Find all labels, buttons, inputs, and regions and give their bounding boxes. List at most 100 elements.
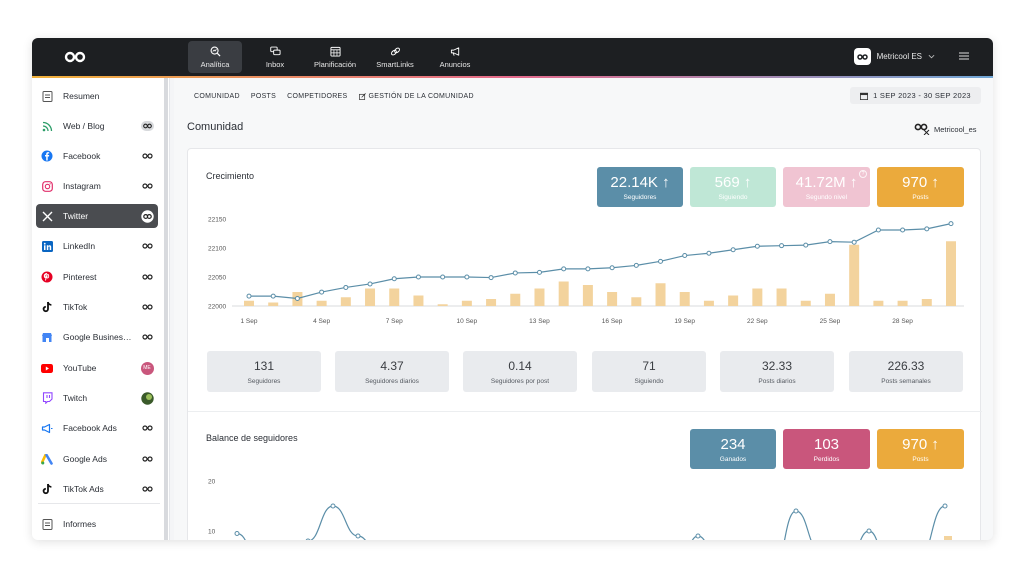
sidebar-item-web-blog[interactable]: Web / Blog bbox=[36, 114, 158, 138]
bar[interactable] bbox=[486, 299, 497, 306]
metricool-logo-icon[interactable] bbox=[64, 49, 86, 65]
sidebar-item-informes[interactable]: Informes bbox=[36, 512, 158, 536]
bar[interactable] bbox=[679, 292, 690, 306]
data-point[interactable] bbox=[415, 274, 421, 280]
sidebar-item-youtube[interactable]: YouTube ME bbox=[36, 356, 158, 380]
data-point[interactable] bbox=[866, 528, 872, 534]
sidebar-item-google-ads[interactable]: Google Ads bbox=[36, 447, 158, 471]
bar[interactable] bbox=[703, 300, 714, 306]
data-point[interactable] bbox=[391, 276, 397, 282]
nav-analitica[interactable]: Analítica bbox=[188, 41, 242, 73]
bar[interactable] bbox=[873, 300, 884, 306]
data-point[interactable] bbox=[536, 269, 542, 275]
sidebar-item-twitch[interactable]: Twitch bbox=[36, 386, 158, 410]
data-point[interactable] bbox=[561, 266, 567, 272]
bar[interactable] bbox=[582, 285, 593, 306]
sidebar-item-linkedin[interactable]: LinkedIn bbox=[36, 234, 158, 258]
bar[interactable] bbox=[316, 300, 327, 306]
data-point[interactable] bbox=[851, 239, 857, 245]
bar[interactable] bbox=[389, 288, 400, 307]
bar[interactable] bbox=[268, 302, 279, 307]
date-range-picker[interactable]: 1 SEP 2023 - 30 SEP 2023 bbox=[850, 87, 981, 104]
bar[interactable] bbox=[897, 300, 908, 306]
bar[interactable] bbox=[244, 300, 254, 306]
tab-gestion-comunidad[interactable]: GESTIÓN DE LA COMUNIDAD bbox=[358, 93, 474, 100]
tab-comunidad[interactable]: COMUNIDAD bbox=[194, 93, 240, 100]
tab-posts[interactable]: POSTS bbox=[250, 93, 277, 100]
data-point[interactable] bbox=[440, 274, 446, 280]
data-point[interactable] bbox=[246, 293, 252, 299]
data-point[interactable] bbox=[367, 281, 373, 287]
data-point[interactable] bbox=[948, 221, 954, 227]
data-point[interactable] bbox=[585, 266, 591, 272]
data-point[interactable] bbox=[355, 533, 361, 539]
bar[interactable] bbox=[800, 300, 811, 306]
sidebar-item-twitter[interactable]: Twitter bbox=[36, 204, 158, 228]
bar[interactable] bbox=[752, 288, 763, 307]
kpi-posts[interactable]: 970 ↑ Posts bbox=[877, 167, 964, 207]
nav-anuncios[interactable]: Anuncios bbox=[428, 41, 482, 73]
data-point[interactable] bbox=[942, 503, 948, 509]
data-point[interactable] bbox=[803, 242, 809, 248]
sidebar-item-facebook-ads[interactable]: Facebook Ads bbox=[36, 416, 158, 440]
data-point[interactable] bbox=[512, 270, 518, 276]
data-point[interactable] bbox=[706, 250, 712, 256]
data-point[interactable] bbox=[827, 239, 833, 245]
nav-smartlinks[interactable]: SmartLinks bbox=[368, 41, 422, 73]
bar[interactable] bbox=[849, 244, 860, 306]
bar[interactable] bbox=[824, 293, 835, 306]
data-point[interactable] bbox=[609, 265, 615, 271]
bar[interactable] bbox=[365, 288, 376, 307]
bar[interactable] bbox=[607, 292, 618, 306]
data-point[interactable] bbox=[875, 227, 881, 233]
hamburger-menu-icon[interactable] bbox=[959, 51, 969, 61]
sidebar-item-pinterest[interactable]: Pinterest bbox=[36, 265, 158, 289]
kpi-perdidos[interactable]: 103 Perdidos bbox=[783, 429, 870, 469]
brand-selector[interactable]: Metricool ES bbox=[853, 48, 935, 65]
sidebar-item-google-busines[interactable]: Google Busines… bbox=[36, 325, 158, 349]
data-point[interactable] bbox=[633, 262, 639, 268]
data-point[interactable] bbox=[900, 227, 906, 233]
bar[interactable] bbox=[946, 241, 956, 306]
bar[interactable] bbox=[413, 295, 424, 307]
nav-planificacion[interactable]: Planificación bbox=[308, 41, 362, 73]
bar[interactable] bbox=[558, 281, 569, 307]
data-point[interactable] bbox=[270, 293, 276, 299]
data-point[interactable] bbox=[234, 531, 240, 536]
data-point[interactable] bbox=[343, 284, 349, 290]
data-point[interactable] bbox=[793, 508, 799, 514]
kpi-siguiendo[interactable]: 569 ↑ Siguiendo bbox=[690, 167, 776, 207]
data-point[interactable] bbox=[305, 538, 311, 540]
bar[interactable] bbox=[921, 299, 932, 306]
bar[interactable] bbox=[461, 300, 472, 306]
data-point[interactable] bbox=[319, 289, 325, 295]
bar[interactable] bbox=[631, 297, 642, 306]
sidebar-item-instagram[interactable]: Instagram bbox=[36, 174, 158, 198]
bar[interactable] bbox=[728, 295, 739, 307]
data-point[interactable] bbox=[294, 295, 300, 301]
data-point[interactable] bbox=[730, 247, 736, 253]
help-icon[interactable]: ? bbox=[859, 170, 867, 178]
bar[interactable] bbox=[510, 293, 521, 306]
data-point[interactable] bbox=[488, 275, 494, 281]
data-point[interactable] bbox=[658, 258, 664, 264]
sidebar-scrollbar[interactable] bbox=[164, 78, 168, 540]
data-point[interactable] bbox=[464, 274, 470, 280]
tab-competidores[interactable]: COMPETIDORES bbox=[287, 93, 348, 100]
bar[interactable] bbox=[340, 297, 351, 306]
data-point[interactable] bbox=[924, 226, 930, 232]
data-point[interactable] bbox=[779, 243, 785, 249]
kpi-posts-balance[interactable]: 970 ↑ Posts bbox=[877, 429, 964, 469]
sidebar-item-tiktok-ads[interactable]: TikTok Ads bbox=[36, 477, 158, 501]
sidebar-item-tiktok[interactable]: TikTok bbox=[36, 295, 158, 319]
bar[interactable] bbox=[437, 304, 448, 306]
data-point[interactable] bbox=[754, 243, 760, 249]
account-handle[interactable]: Metricool_es bbox=[914, 123, 977, 135]
kpi-seguidores[interactable]: 22.14K ↑ Seguidores bbox=[597, 167, 683, 207]
data-point[interactable] bbox=[330, 503, 336, 509]
data-point[interactable] bbox=[695, 533, 701, 539]
bar[interactable] bbox=[944, 536, 952, 540]
bar[interactable] bbox=[655, 283, 666, 306]
data-point[interactable] bbox=[682, 253, 688, 259]
bar[interactable] bbox=[776, 288, 787, 307]
